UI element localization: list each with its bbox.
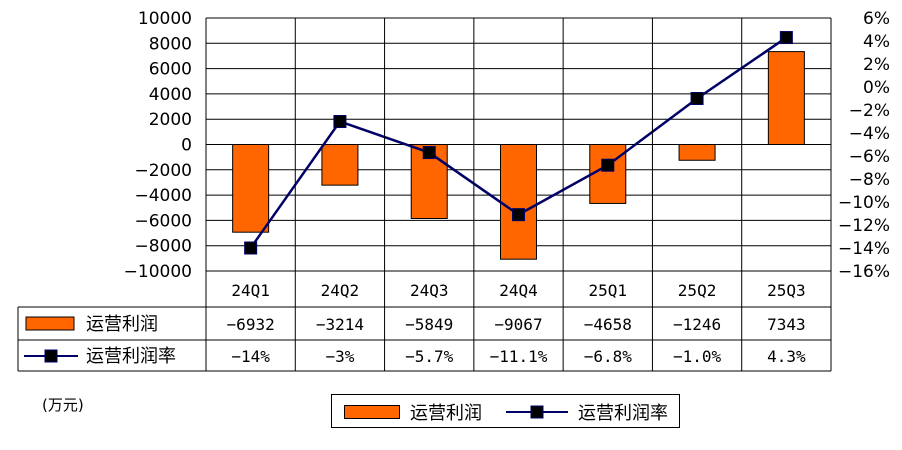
right-axis-tick-label: −16% [838, 262, 890, 282]
margin-point-24Q2 [333, 115, 347, 128]
table-bar-swatch [25, 316, 75, 331]
margin-point-24Q4 [512, 208, 525, 222]
margin-value-25Q2: −1.0% [673, 347, 722, 366]
legend-line-label: 运营利润率 [578, 403, 668, 424]
left-axis-tick-label: 4000 [149, 85, 192, 105]
profit-value-24Q1: −6932 [227, 315, 275, 334]
right-axis-tick-label: −6% [849, 147, 890, 167]
margin-value-24Q3: −5.7% [405, 347, 454, 366]
category-label: 24Q1 [231, 281, 270, 300]
profit-value-24Q2: −3214 [316, 315, 364, 334]
left-axis-tick-label: −6000 [134, 211, 192, 231]
legend-line-swatch [506, 405, 568, 419]
margin-value-25Q3: 4.3% [767, 347, 806, 366]
profit-value-25Q2: −1246 [673, 315, 721, 334]
legend-bar-swatch [344, 405, 400, 419]
right-axis-tick-label: −14% [838, 239, 890, 259]
right-axis-tick-label: −10% [838, 193, 890, 213]
table-row-label-margin: 运营利润率 [86, 346, 176, 367]
margin-point-24Q1 [244, 241, 258, 255]
right-axis-tick-label: 6% [863, 9, 890, 29]
left-axis-tick-label: −8000 [134, 237, 192, 257]
legend-bar-label: 运营利润 [410, 403, 482, 424]
left-axis-tick-label: −4000 [134, 186, 192, 206]
bar-24Q2 [321, 144, 359, 186]
profit-value-24Q4: −9067 [494, 315, 542, 334]
right-axis-tick-label: 4% [863, 32, 890, 52]
left-axis-tick-label: 10000 [138, 9, 192, 29]
right-axis-tick-label: 2% [863, 55, 890, 75]
category-label: 25Q2 [678, 281, 717, 300]
bar-25Q2 [678, 144, 716, 161]
right-axis-tick-label: −4% [849, 124, 890, 144]
category-label: 24Q3 [410, 281, 449, 300]
category-label: 25Q3 [767, 281, 806, 300]
unit-label: (万元) [42, 396, 84, 414]
bar-25Q1 [589, 144, 627, 204]
bar-24Q1 [232, 144, 270, 233]
bar-25Q3 [767, 51, 805, 145]
margin-point-25Q1 [601, 158, 615, 172]
left-axis-tick-label: 0 [181, 136, 192, 156]
margin-value-24Q2: −3% [325, 347, 354, 366]
category-label: 25Q1 [589, 281, 628, 300]
chart-legend: 运营利润 运营利润率 [331, 394, 680, 428]
margin-value-25Q1: −6.8% [584, 347, 633, 366]
right-axis-tick-label: −2% [849, 101, 890, 121]
left-axis-tick-label: 8000 [149, 34, 192, 54]
category-label: 24Q2 [321, 281, 360, 300]
margin-point-24Q3 [422, 146, 436, 160]
category-label: 24Q4 [499, 281, 538, 300]
margin-point-25Q2 [690, 92, 704, 105]
margin-point-25Q3 [779, 31, 793, 45]
right-axis-tick-label: −8% [849, 170, 890, 190]
right-axis-tick-label: −12% [838, 216, 890, 236]
left-axis-tick-label: −10000 [124, 262, 192, 282]
table-row-label-profit: 运营利润 [86, 314, 158, 335]
left-axis-tick-label: 6000 [149, 60, 192, 80]
margin-value-24Q1: −14% [231, 347, 270, 366]
left-axis-tick-label: −2000 [134, 161, 192, 181]
profit-value-25Q1: −4658 [584, 315, 632, 334]
bar-24Q4 [500, 144, 537, 260]
left-axis-tick-label: 2000 [149, 110, 192, 130]
right-axis-tick-label: 0% [863, 78, 890, 98]
profit-value-25Q3: 7343 [767, 315, 806, 334]
profit-value-24Q3: −5849 [405, 315, 453, 334]
table-line-swatch-marker [44, 349, 58, 363]
margin-value-24Q4: −11.1% [490, 347, 548, 366]
